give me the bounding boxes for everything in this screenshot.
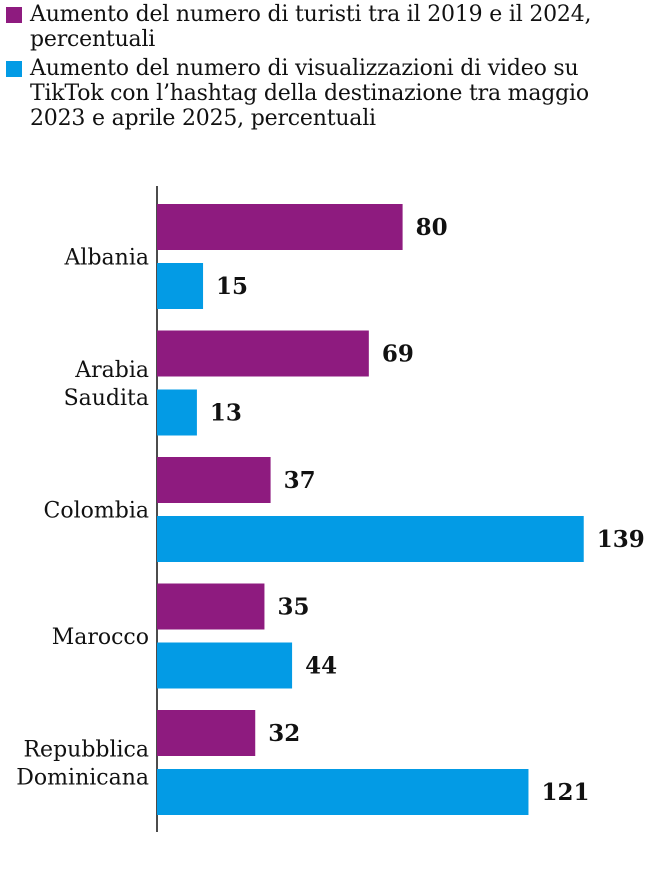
category-label: Arabia Saudita [64, 358, 149, 411]
category-label: Colombia [44, 499, 149, 524]
data-label: 121 [541, 779, 589, 806]
legend-label-tiktok: Aumento del numero di visualizzazioni di… [30, 56, 589, 131]
legend: Aumento del numero di turisti tra il 201… [6, 2, 646, 135]
legend-swatch-tourists [6, 7, 22, 23]
bar-tourists [157, 457, 271, 503]
data-label: 32 [268, 720, 300, 747]
data-label: 44 [305, 653, 337, 680]
bar-tourists [157, 330, 369, 377]
bar-tourists [157, 710, 256, 756]
bar-tiktok [157, 389, 197, 436]
bar-tiktok [157, 769, 529, 815]
data-label: 80 [416, 214, 448, 241]
bar-tourists [157, 204, 403, 250]
data-label: 35 [277, 594, 309, 621]
data-label: 139 [597, 526, 645, 553]
data-label: 15 [216, 273, 248, 300]
legend-item-tourists: Aumento del numero di turisti tra il 201… [6, 2, 646, 52]
data-label: 69 [382, 341, 414, 368]
bar-tiktok [157, 263, 204, 309]
category-label: Albania [64, 246, 149, 271]
legend-label-tourists: Aumento del numero di turisti tra il 201… [30, 2, 592, 52]
bar-tiktok [157, 642, 293, 689]
category-label: Marocco [52, 625, 149, 650]
legend-item-tiktok: Aumento del numero di visualizzazioni di… [6, 56, 646, 131]
data-label: 37 [284, 467, 316, 494]
legend-swatch-tiktok [6, 61, 22, 77]
data-label: 13 [210, 400, 242, 427]
category-label: Repubblica Dominicana [16, 738, 149, 791]
bar-tourists [157, 583, 265, 630]
bar-tiktok [157, 516, 584, 562]
